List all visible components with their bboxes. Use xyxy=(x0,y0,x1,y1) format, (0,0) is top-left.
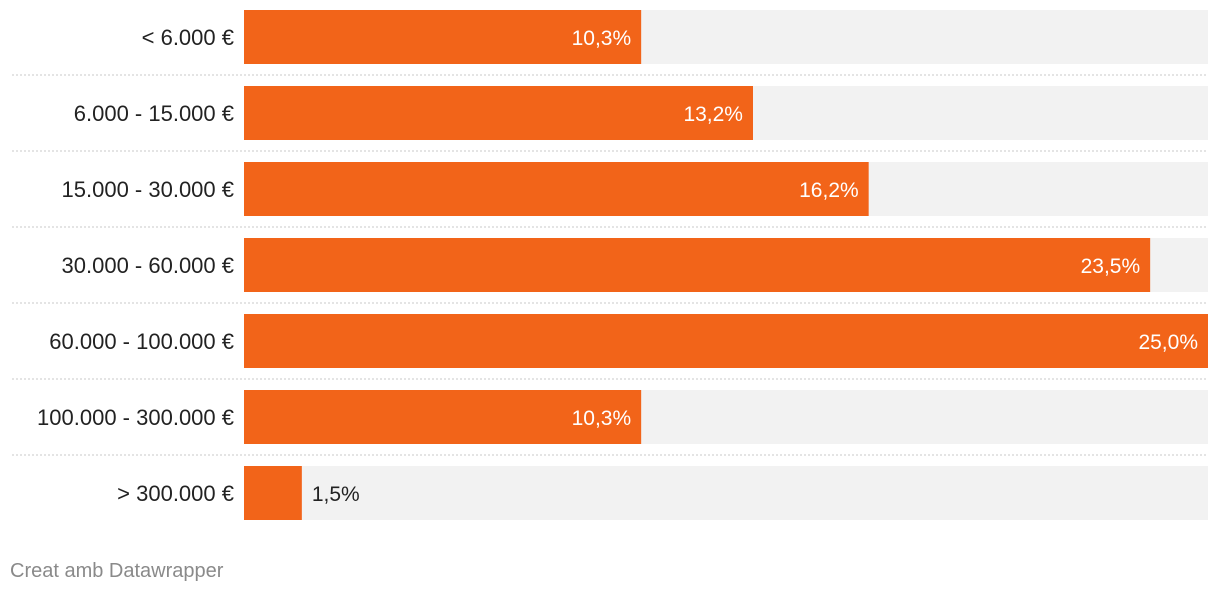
bar xyxy=(244,86,753,140)
bar-chart: < 6.000 € 10,3% 6.000 - 15.000 € 13,2% 15.00… xyxy=(12,10,1208,520)
value-label: 13,2% xyxy=(683,103,743,126)
category-label: 15.000 - 30.000 € xyxy=(62,177,234,202)
bar xyxy=(244,238,1151,292)
value-label: 25,0% xyxy=(1138,331,1198,354)
bar-row: 100.000 - 300.000 € 10,3% xyxy=(12,378,1208,444)
bar-row: > 300.000 € 1,5% xyxy=(12,454,1208,520)
category-label: 6.000 - 15.000 € xyxy=(74,101,234,126)
category-label: 60.000 - 100.000 € xyxy=(49,329,234,354)
category-label: > 300.000 € xyxy=(117,481,234,506)
value-label: 23,5% xyxy=(1081,255,1141,278)
category-label: 100.000 - 300.000 € xyxy=(37,405,234,430)
bar-row: 15.000 - 30.000 € 16,2% xyxy=(12,150,1208,216)
value-label: 10,3% xyxy=(572,407,632,430)
credit-text: Creat amb Datawrapper xyxy=(10,560,224,582)
category-label: 30.000 - 60.000 € xyxy=(62,253,234,278)
bar xyxy=(244,390,642,444)
bar xyxy=(244,162,869,216)
bar-row: < 6.000 € 10,3% xyxy=(142,10,1208,64)
bar-track xyxy=(244,466,1208,520)
bar-row: 30.000 - 60.000 € 23,5% xyxy=(12,226,1208,292)
value-label: 10,3% xyxy=(572,27,632,50)
bar xyxy=(244,466,302,520)
bar xyxy=(244,314,1208,368)
bar-row: 6.000 - 15.000 € 13,2% xyxy=(12,74,1208,140)
bar xyxy=(244,10,642,64)
bar-row: 60.000 - 100.000 € 25,0% xyxy=(12,302,1208,368)
value-label: 16,2% xyxy=(799,179,859,202)
category-label: < 6.000 € xyxy=(142,25,234,50)
value-label: 1,5% xyxy=(312,483,360,506)
